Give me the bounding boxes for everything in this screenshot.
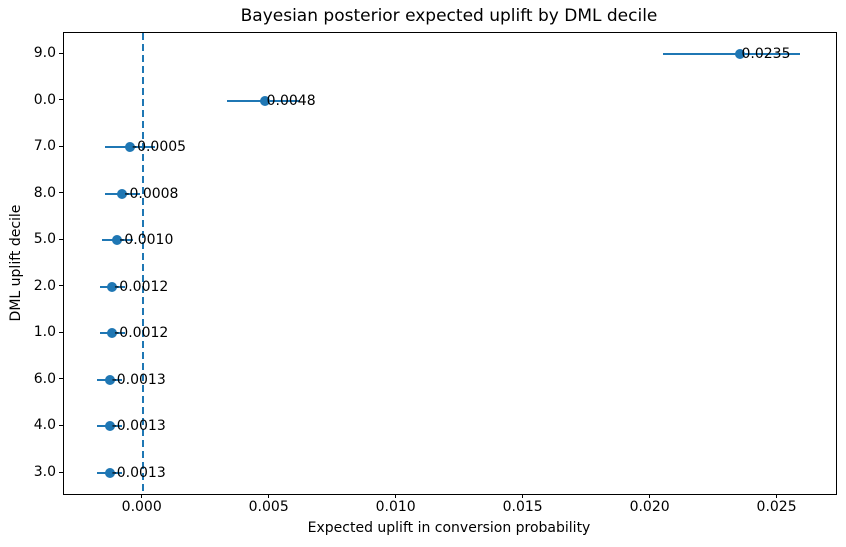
y-tick [59,145,63,147]
point-marker [734,49,745,59]
point-value-label: -0.0010 [119,232,174,249]
y-tick [59,424,63,426]
point-value-label: 0.0235 [741,46,791,62]
point-value-label: 0.0048 [266,92,316,109]
x-tick-label: 0.025 [756,499,797,515]
point-marker [104,421,115,432]
point-marker [259,95,270,106]
point-marker [104,468,115,478]
point-marker [117,188,128,199]
x-tick [395,494,397,498]
point-marker [112,235,123,246]
point-value-label: -0.0012 [114,325,169,342]
point-marker [107,328,118,339]
x-tick-label: 0.005 [248,499,289,515]
point-value-label: -0.0013 [111,465,166,481]
x-tick-label: 0.015 [502,499,543,515]
x-tick [649,494,651,498]
y-tick [59,378,63,380]
y-tick-label: 9.0 [33,45,56,61]
errorbar [663,53,801,55]
y-tick-label: 1.0 [33,324,56,341]
x-tick [776,494,778,498]
y-tick [59,285,63,287]
y-tick [59,99,63,101]
y-tick-label: 7.0 [33,138,56,155]
y-tick-label: 5.0 [33,231,56,248]
y-tick [59,52,63,54]
x-tick [522,494,524,498]
y-tick [59,238,63,240]
x-tick [141,494,143,498]
y-tick [59,331,63,333]
y-tick [59,192,63,194]
chart-title: Bayesian posterior expected uplift by DM… [240,6,658,26]
point-value-label: -0.0012 [114,278,169,295]
y-tick [59,471,63,473]
x-tick-label: 0.000 [121,499,162,515]
y-tick-label: 3.0 [33,464,56,480]
y-axis-label: DML uplift decile [8,204,24,322]
point-value-label: -0.0013 [111,371,166,388]
plot-area: 0.0235 0.0048 -0.0005 -0.0008 -0.0010 -0.0012… [63,32,837,495]
zero-reference-line [141,33,144,494]
y-tick-label: 4.0 [33,417,56,434]
y-tick-label: 6.0 [33,370,56,387]
y-tick-label: 8.0 [33,184,56,201]
y-tick-label: 2.0 [33,277,56,294]
point-value-label: -0.0008 [124,185,179,202]
point-value-label: -0.0013 [111,418,166,435]
x-tick-label: 0.010 [375,499,416,515]
point-marker [125,142,136,153]
x-tick [268,494,270,498]
point-marker [104,374,115,385]
x-axis-label: Expected uplift in conversion probabilit… [307,520,591,536]
point-marker [107,281,118,292]
point-value-label: -0.0005 [132,139,187,156]
y-tick-label: 0.0 [33,91,56,108]
x-tick-label: 0.020 [629,499,670,515]
